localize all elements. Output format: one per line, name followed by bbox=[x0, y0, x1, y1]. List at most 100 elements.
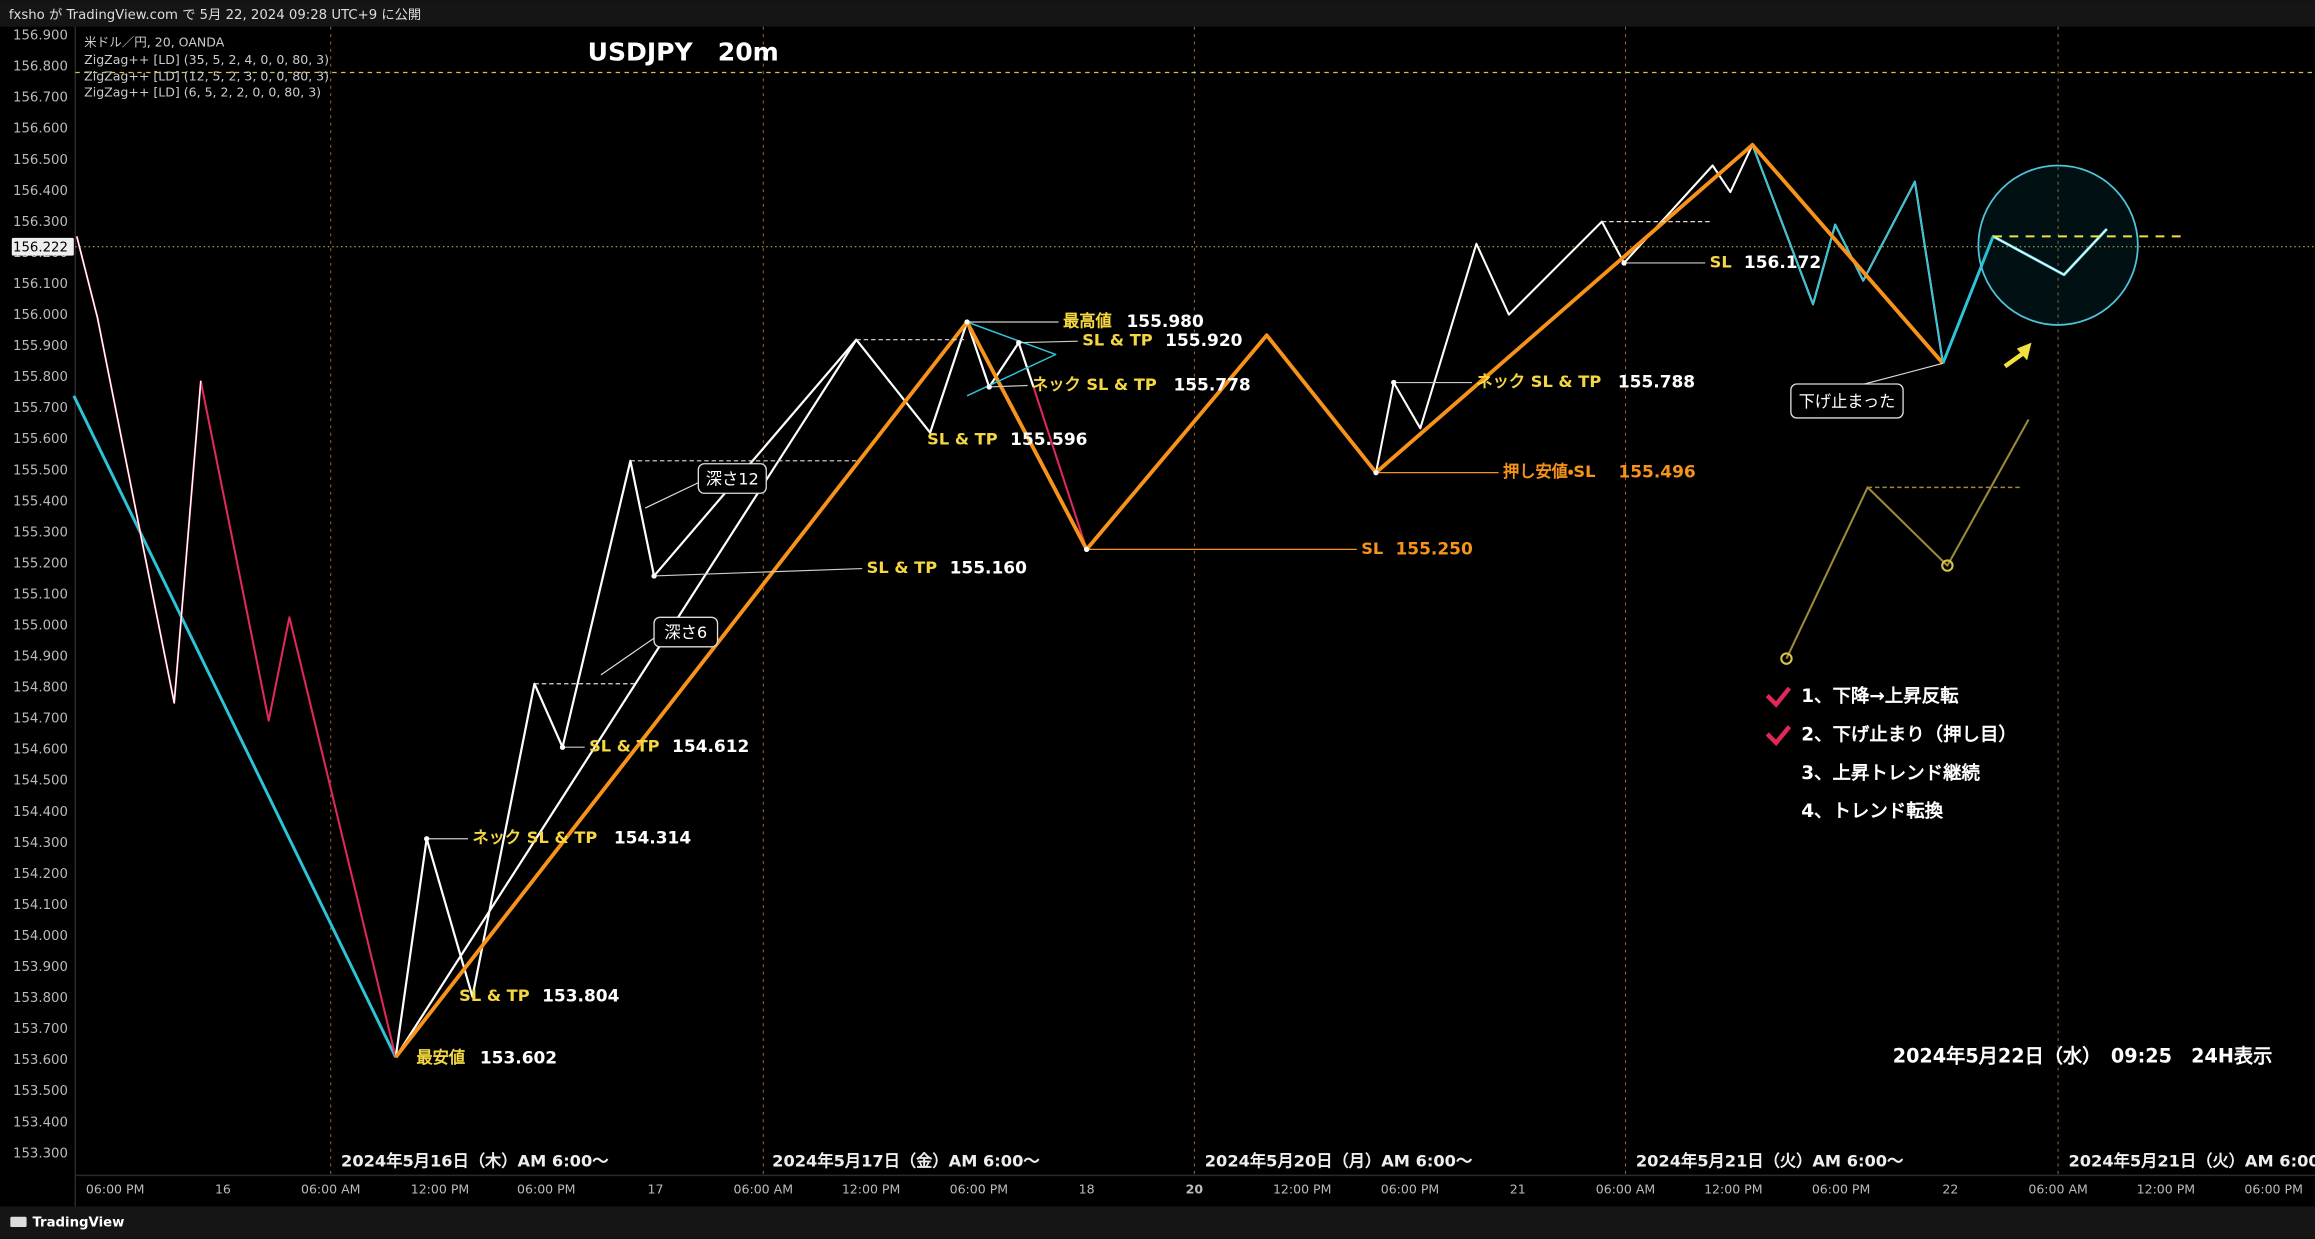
minor-zigzag bbox=[1032, 386, 1088, 550]
checklist-item: 2、下げ止まり（押し目） bbox=[1801, 723, 2017, 745]
annotation-value: 155.496 bbox=[1618, 463, 1695, 483]
pivot-dot bbox=[651, 573, 657, 579]
price-tick-label: 156.900 bbox=[13, 29, 68, 44]
triangle-pattern bbox=[966, 321, 1057, 397]
price-tick-label: 156.600 bbox=[13, 122, 68, 137]
session-label: 2024年5月17日（金）AM 6:00〜 bbox=[772, 1152, 1039, 1171]
price-tick-label: 155.400 bbox=[13, 494, 68, 509]
pivot-dot bbox=[1621, 260, 1627, 266]
annotation-label: SL bbox=[1710, 252, 1732, 271]
indicator-legend: ZigZag++ [LD] (35, 5, 2, 4, 0, 0, 80, 3) bbox=[84, 52, 329, 67]
pivot-dot bbox=[1391, 379, 1397, 386]
price-tick-label: 154.400 bbox=[13, 805, 68, 820]
top-bar bbox=[0, 0, 2315, 27]
time-tick-label: 12:00 PM bbox=[2137, 1182, 2195, 1197]
pivot-dot bbox=[986, 384, 992, 390]
price-tick-label: 156.400 bbox=[13, 184, 68, 199]
timestamp: 2024年5月22日（水） 09:25 24H表示 bbox=[1893, 1045, 2273, 1068]
price-tick-label: 155.000 bbox=[13, 619, 68, 634]
annotation-label: 押し安値・SL bbox=[1503, 462, 1596, 481]
annotation-label: ネック SL & TP bbox=[1032, 375, 1157, 394]
price-tick-label: 154.900 bbox=[13, 650, 68, 665]
time-tick-label: 06:00 AM bbox=[301, 1182, 360, 1197]
price-tick-label: 156.700 bbox=[13, 91, 68, 106]
schematic-point bbox=[1780, 652, 1793, 665]
indicator-legend: ZigZag++ [LD] (6, 5, 2, 2, 0, 0, 80, 3) bbox=[84, 85, 321, 100]
callout-text: 下げ止まった bbox=[1799, 392, 1896, 411]
up-arrow-head bbox=[2016, 342, 2032, 361]
minor-zigzag bbox=[1751, 144, 1944, 364]
price-tick-label: 155.900 bbox=[13, 339, 68, 354]
price-tick-label: 153.700 bbox=[13, 1022, 68, 1037]
session-label: 2024年5月21日（火）AM 6:00〜 bbox=[1636, 1152, 1903, 1171]
pivot-dot bbox=[964, 319, 970, 325]
annotation-value: 155.778 bbox=[1173, 375, 1250, 395]
price-tick-label: 156.500 bbox=[13, 153, 68, 168]
callout-box bbox=[697, 463, 767, 494]
time-tick-label: 06:00 PM bbox=[1812, 1182, 1870, 1197]
pivot-dot bbox=[1016, 340, 1022, 346]
time-tick-label: 12:00 PM bbox=[1273, 1182, 1331, 1197]
check-mark bbox=[1765, 725, 1792, 747]
publisher-line: fxsho が TradingView.com で 5月 22, 2024 09… bbox=[9, 7, 421, 23]
time-tick-label: 21 bbox=[1510, 1182, 1526, 1197]
focus-circle bbox=[1977, 164, 2139, 326]
time-tick-label: 06:00 PM bbox=[517, 1182, 575, 1197]
minor-zigzag bbox=[394, 339, 858, 1058]
time-tick-label: 06:00 AM bbox=[1596, 1182, 1655, 1197]
annotation-value: 155.788 bbox=[1618, 373, 1695, 393]
annotation-value: 155.980 bbox=[1126, 312, 1203, 332]
price-tick-label: 155.600 bbox=[13, 432, 68, 447]
symbol-legend: 米ドル／円, 20, OANDA bbox=[84, 34, 225, 49]
annotation-value: 155.596 bbox=[1010, 430, 1087, 450]
annotation-label: SL & TP bbox=[927, 430, 998, 449]
recent-zigzag bbox=[1992, 228, 2108, 276]
check-mark bbox=[1765, 686, 1792, 708]
checklist-item: 1、下降→上昇反転 bbox=[1801, 685, 1959, 707]
chart-title: USDJPY 20m bbox=[588, 37, 779, 66]
price-tick-label: 153.300 bbox=[13, 1146, 68, 1161]
price-tick-label: 155.500 bbox=[13, 463, 68, 478]
session-label: 2024年5月16日（木）AM 6:00〜 bbox=[341, 1152, 608, 1171]
pivot-dot bbox=[1373, 469, 1379, 476]
time-tick-label: 17 bbox=[648, 1182, 664, 1197]
time-tick-label: 06:00 PM bbox=[2244, 1182, 2302, 1197]
price-tick-label: 153.800 bbox=[13, 991, 68, 1006]
time-tick-label: 06:00 PM bbox=[86, 1182, 144, 1197]
session-label: 2024年5月20日（月）AM 6:00〜 bbox=[1205, 1152, 1472, 1171]
callout-pointer bbox=[600, 631, 664, 676]
time-tick-label: 06:00 AM bbox=[734, 1182, 793, 1197]
price-tick-label: 153.900 bbox=[13, 960, 68, 975]
pivot-dot bbox=[424, 836, 430, 842]
time-tick-label: 22 bbox=[1942, 1182, 1958, 1197]
annotation-label: SL & TP bbox=[1082, 331, 1153, 350]
callout-box bbox=[1790, 383, 1904, 419]
annotation-value: 155.250 bbox=[1395, 539, 1472, 559]
annotation-value: 156.172 bbox=[1744, 253, 1821, 273]
indicator-legend: ZigZag++ [LD] (12, 5, 2, 3, 0, 0, 80, 3) bbox=[84, 68, 329, 83]
price-tick-label: 156.800 bbox=[13, 60, 68, 75]
schematic-zigzag bbox=[1785, 418, 2030, 660]
annotation-label: SL bbox=[1361, 539, 1383, 558]
annotation-leader bbox=[1018, 340, 1078, 344]
annotation-label: SL & TP bbox=[459, 986, 530, 1005]
annotation-value: 155.920 bbox=[1165, 331, 1242, 351]
callout-text: 深さ6 bbox=[664, 623, 707, 642]
footer-logo: TradingView bbox=[32, 1216, 124, 1231]
current-price-label: 156.222 bbox=[13, 240, 68, 255]
current-price-box bbox=[11, 237, 74, 256]
price-tick-label: 156.000 bbox=[13, 308, 68, 323]
time-tick-label: 06:00 PM bbox=[1381, 1182, 1439, 1197]
time-tick-label: 18 bbox=[1079, 1182, 1095, 1197]
minor-zigzag bbox=[76, 236, 202, 704]
time-tick-label: 06:00 PM bbox=[950, 1182, 1008, 1197]
pivot-dot bbox=[1083, 546, 1090, 553]
checklist-item: 4、トレンド転換 bbox=[1801, 800, 1943, 822]
schematic-point bbox=[1941, 559, 1954, 572]
price-tick-label: 154.700 bbox=[13, 712, 68, 727]
price-tick-label: 156.300 bbox=[13, 215, 68, 230]
callout-pointer bbox=[644, 477, 708, 509]
